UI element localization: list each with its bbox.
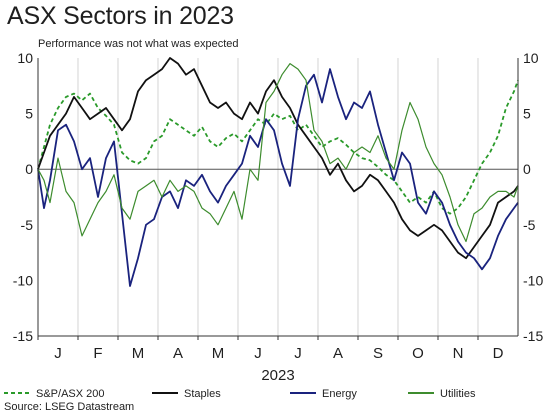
gridlines <box>38 58 518 336</box>
y-tick-label-left: 10 <box>17 50 33 66</box>
legend-label: Energy <box>322 388 357 400</box>
series-lines <box>37 57 519 287</box>
month-tick-label: J <box>254 345 262 362</box>
y-tick-label-right: 0 <box>523 161 531 177</box>
month-tick-label: M <box>132 345 145 362</box>
y-tick-label-right: -5 <box>523 217 536 233</box>
axes: -15 -15 -10 -10 -5 -5 0 0 5 5 10 10 J F M A M J J A S O N D 2023 <box>13 50 544 384</box>
month-tick-label: F <box>93 345 102 362</box>
series-line-energy <box>37 68 519 287</box>
series-line-utilities <box>37 62 519 243</box>
month-tick-label: S <box>373 345 383 362</box>
chart-title: ASX Sectors in 2023 <box>7 2 234 30</box>
month-tick-label: J <box>294 345 302 362</box>
legend-label: Utilities <box>440 388 476 400</box>
month-tick-label: J <box>54 345 62 362</box>
month-tick-label: A <box>333 345 343 362</box>
x-axis-label: 2023 <box>261 367 294 384</box>
y-tick-label-right: 5 <box>523 106 531 122</box>
source-note: Source: LSEG Datastream <box>4 401 135 413</box>
month-tick-label: N <box>453 345 464 362</box>
legend-label: Staples <box>184 388 221 400</box>
month-tick-label: D <box>493 345 504 362</box>
y-tick-label-right: -10 <box>523 272 543 288</box>
series-line-s-p-asx-200 <box>37 79 519 215</box>
y-tick-label-right: -15 <box>523 328 543 344</box>
chart-subtitle: Performance was not what was expected <box>38 38 239 50</box>
y-tick-label-left: -10 <box>13 272 33 288</box>
legend: S&P/ASX 200 Staples Energy Utilities <box>4 388 476 400</box>
month-tick-label: A <box>173 345 183 362</box>
y-tick-label-left: -5 <box>21 217 34 233</box>
y-tick-label-left: 5 <box>25 106 33 122</box>
legend-label: S&P/ASX 200 <box>36 388 105 400</box>
y-tick-label-left: -15 <box>13 328 33 344</box>
series-line-staples <box>37 57 519 260</box>
month-tick-label: M <box>212 345 225 362</box>
month-tick-label: O <box>412 345 424 362</box>
y-tick-label-left: 0 <box>25 161 33 177</box>
y-tick-label-right: 10 <box>523 50 539 66</box>
